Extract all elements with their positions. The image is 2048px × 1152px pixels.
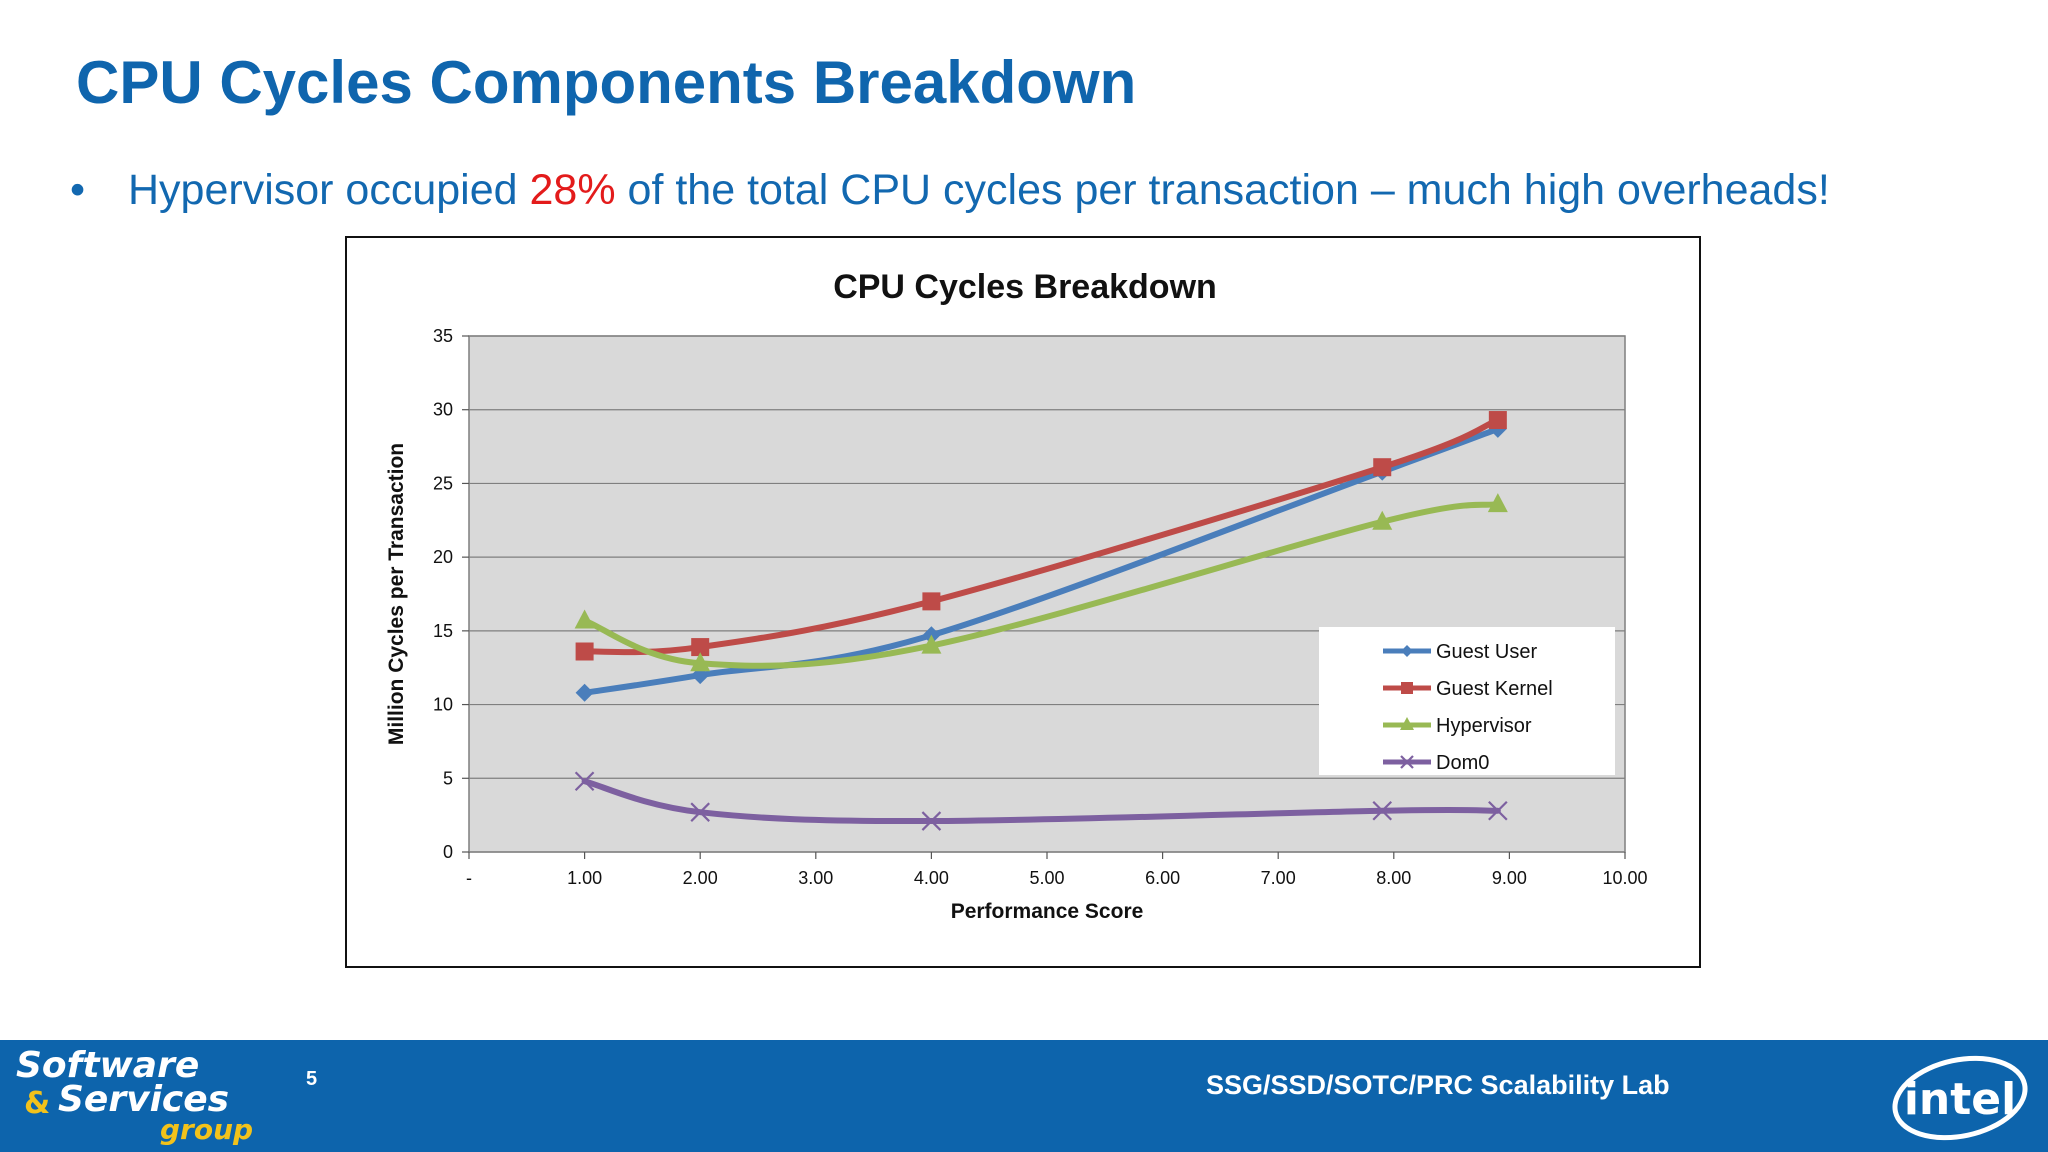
data-point-guest-kernel — [1488, 411, 1507, 430]
legend-marker-dom0 — [1400, 755, 1414, 769]
data-point-hypervisor — [574, 609, 595, 629]
data-point-dom0 — [1488, 800, 1508, 821]
x-tick-label: 2.00 — [683, 868, 718, 888]
logo-services: Services — [58, 1079, 230, 1120]
logo-software: Software — [16, 1045, 200, 1086]
x-tick-label: 10.00 — [1602, 868, 1647, 888]
logo-group: group — [160, 1113, 254, 1146]
bullet-highlight: 28% — [529, 166, 616, 214]
bullet-point: • Hypervisor occupied 28% of the total CP… — [70, 166, 1830, 215]
legend-label-guest-kernel: Guest Kernel — [1436, 678, 1553, 700]
x-tick-label: 4.00 — [914, 868, 949, 888]
x-tick-label: 6.00 — [1145, 868, 1180, 888]
logo-ampersand: & — [24, 1086, 51, 1121]
data-point-hypervisor — [690, 652, 711, 672]
legend-marker-guest-kernel — [1401, 682, 1413, 694]
x-tick-label: 5.00 — [1029, 868, 1064, 888]
chart-title: CPU Cycles Breakdown — [833, 268, 1217, 306]
data-point-guest-user — [691, 666, 710, 685]
data-point-guest-kernel — [691, 638, 710, 657]
series-line-hypervisor — [581, 501, 1501, 669]
bullet-text-before: Hypervisor occupied — [128, 166, 530, 214]
x-tick-label: 1.00 — [567, 868, 602, 888]
data-point-guest-kernel — [1373, 458, 1392, 477]
x-tick-label: 8.00 — [1376, 868, 1411, 888]
x-tick-label: 3.00 — [798, 868, 833, 888]
y-tick-label: 25 — [433, 473, 453, 493]
y-tick-label: 5 — [443, 768, 453, 788]
bullet-dot: • — [70, 166, 86, 214]
legend-label-hypervisor: Hypervisor — [1436, 715, 1532, 737]
legend-label-dom0: Dom0 — [1436, 752, 1489, 774]
y-tick-label: 0 — [443, 842, 453, 862]
data-point-dom0 — [921, 811, 942, 831]
legend-marker-guest-user — [1401, 645, 1413, 657]
legend: Guest User Guest Kernel Hypervisor Dom0 — [1383, 641, 1553, 774]
series-line-dom0 — [581, 778, 1501, 825]
data-point-dom0 — [690, 802, 710, 822]
y-tick-label: 10 — [433, 695, 453, 715]
x-tick-label: 9.00 — [1492, 868, 1527, 888]
data-point-guest-user — [575, 683, 594, 702]
data-point-dom0 — [1372, 800, 1393, 821]
bullet-text-after: of the total CPU cycles per transaction … — [615, 166, 1830, 214]
grid-lines — [469, 335, 1625, 853]
y-tick-label: 30 — [433, 400, 453, 420]
data-point-guest-kernel — [922, 592, 941, 611]
lab-name: SSG/SSD/SOTC/PRC Scalability Lab — [1206, 1070, 1670, 1100]
series-layer — [574, 411, 1508, 831]
intel-logo-text: intel — [1904, 1074, 2016, 1125]
axis-ticks: 0 5 10 15 20 25 30 35 - 1.00 2.00 3.00 4.00 5.00 6.00 7… — [433, 326, 1648, 888]
x-tick-label: - — [466, 868, 472, 888]
line-chart: CPU Cycles Breakdown 0 5 10 15 20 25 30 35 - 1.00… — [385, 268, 1648, 923]
page-number: 5 — [306, 1068, 318, 1090]
footer-bar: Software & Services group 5 SSG/SSD/SOTC… — [0, 1040, 2048, 1152]
legend-box — [1319, 627, 1615, 775]
y-tick-label: 35 — [433, 326, 453, 346]
legend-label-guest-user: Guest User — [1436, 641, 1537, 663]
y-axis-label: Million Cycles per Transaction — [385, 443, 408, 745]
x-axis-label: Performance Score — [951, 900, 1144, 923]
data-point-hypervisor — [1487, 493, 1508, 513]
data-point-hypervisor — [921, 634, 942, 654]
slide-title: CPU Cycles Components Breakdown — [76, 49, 1137, 116]
legend-marker-hypervisor — [1400, 717, 1414, 730]
x-tick-label: 7.00 — [1261, 868, 1296, 888]
y-tick-label: 15 — [433, 621, 453, 641]
chart-frame: CPU Cycles Breakdown 0 5 10 15 20 25 30 35 - 1.00… — [345, 236, 1701, 968]
intel-logo: intel — [1892, 1055, 2028, 1141]
y-tick-label: 20 — [433, 547, 453, 567]
data-point-hypervisor — [1372, 510, 1393, 530]
data-point-dom0 — [574, 771, 595, 792]
data-point-guest-kernel — [575, 642, 594, 661]
